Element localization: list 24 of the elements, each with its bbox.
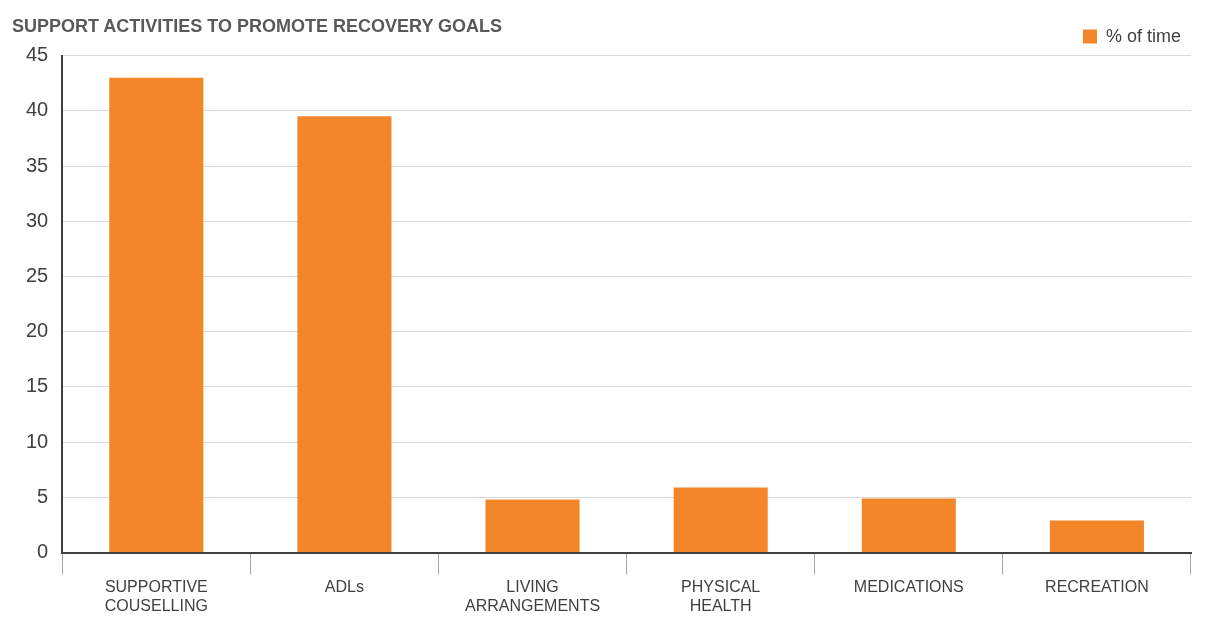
- bar: [485, 499, 580, 553]
- y-tick-label: 25: [26, 264, 49, 286]
- bar: [1049, 520, 1144, 553]
- bar: [109, 77, 204, 553]
- y-tick-label: 5: [37, 484, 49, 507]
- bar: [297, 116, 392, 553]
- y-tick-label: 45: [26, 43, 49, 66]
- x-tick-label: ADLs: [324, 577, 364, 595]
- y-tick-label: 10: [26, 429, 49, 452]
- legend-label: % of time: [1105, 25, 1182, 46]
- y-tick-label: 20: [26, 319, 49, 342]
- x-tick-label: PHYSICAL HEALTH: [681, 577, 761, 614]
- x-tick-label: MEDICATIONS: [853, 577, 964, 595]
- y-tick-label: 35: [26, 153, 49, 176]
- bar: [673, 487, 768, 553]
- y-tick-label: 30: [26, 208, 49, 231]
- x-tick-label: LIVING ARRANGEMENTS: [465, 577, 601, 614]
- y-tick-label: 40: [26, 98, 49, 121]
- y-tick-label: 15: [26, 374, 49, 397]
- x-tick-label: SUPPORTIVE COUSELLING: [104, 577, 208, 614]
- bar: [861, 498, 956, 553]
- x-tick-label: RECREATION: [1045, 577, 1149, 595]
- chart-title: SUPPORT ACTIVITIES TO PROMOTE RECOVERY GOALS: [12, 15, 503, 36]
- y-tick-label: 0: [37, 540, 49, 563]
